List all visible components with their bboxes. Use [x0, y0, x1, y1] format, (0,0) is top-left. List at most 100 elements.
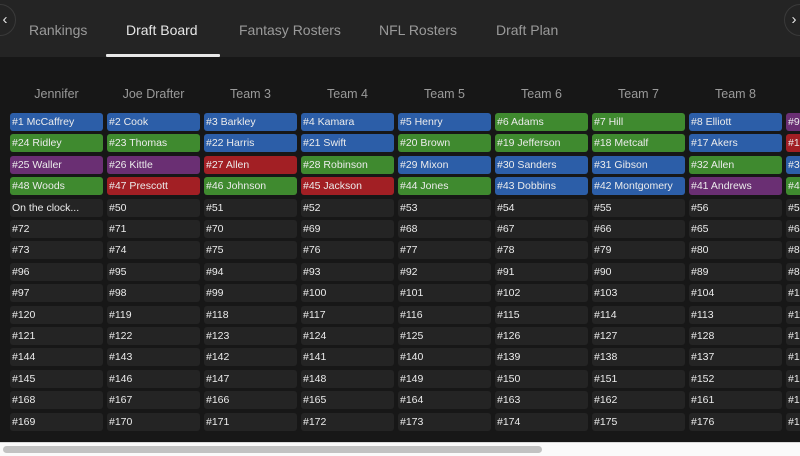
empty-pick-cell[interactable]: #57	[786, 198, 800, 217]
empty-pick-cell[interactable]: #121	[10, 327, 103, 345]
empty-pick-cell[interactable]: #92	[398, 262, 491, 281]
empty-pick-cell[interactable]: #174	[495, 412, 588, 431]
empty-pick-cell[interactable]: #139	[495, 348, 588, 367]
empty-pick-cell[interactable]: #148	[301, 369, 394, 388]
empty-pick-cell[interactable]: #88	[786, 262, 800, 281]
empty-pick-cell[interactable]: #65	[689, 220, 782, 238]
empty-pick-cell[interactable]: #114	[592, 305, 685, 324]
drafted-pick-cell[interactable]: #20 Brown	[398, 134, 491, 153]
drafted-pick-cell[interactable]: #8 Elliott	[689, 113, 782, 131]
empty-pick-cell[interactable]: #64	[786, 220, 800, 238]
empty-pick-cell[interactable]: #72	[10, 220, 103, 238]
empty-pick-cell[interactable]: #116	[398, 305, 491, 324]
empty-pick-cell[interactable]: #97	[10, 284, 103, 303]
tab-rankings[interactable]: Rankings	[29, 22, 88, 38]
drafted-pick-cell[interactable]: #45 Jackson	[301, 177, 394, 196]
drafted-pick-cell[interactable]: #33	[786, 155, 800, 174]
empty-pick-cell[interactable]: #163	[495, 391, 588, 410]
empty-pick-cell[interactable]: #144	[10, 348, 103, 367]
drafted-pick-cell[interactable]: #46 Johnson	[204, 177, 297, 196]
empty-pick-cell[interactable]: #177	[786, 412, 800, 431]
horizontal-scrollbar[interactable]	[0, 442, 800, 456]
empty-pick-cell[interactable]: #103	[592, 284, 685, 303]
empty-pick-cell[interactable]: #79	[592, 241, 685, 260]
empty-pick-cell[interactable]: #136	[786, 348, 800, 367]
empty-pick-cell[interactable]: #162	[592, 391, 685, 410]
drafted-pick-cell[interactable]: #23 Thomas	[107, 134, 200, 153]
tab-fantasy-rosters[interactable]: Fantasy Rosters	[239, 22, 341, 38]
empty-pick-cell[interactable]: #117	[301, 305, 394, 324]
empty-pick-cell[interactable]: #149	[398, 369, 491, 388]
drafted-pick-cell[interactable]: #24 Ridley	[10, 134, 103, 153]
empty-pick-cell[interactable]: #150	[495, 369, 588, 388]
empty-pick-cell[interactable]: #98	[107, 284, 200, 303]
empty-pick-cell[interactable]: #102	[495, 284, 588, 303]
empty-pick-cell[interactable]: #81	[786, 241, 800, 260]
empty-pick-cell[interactable]: #161	[689, 391, 782, 410]
empty-pick-cell[interactable]: #141	[301, 348, 394, 367]
empty-pick-cell[interactable]: #124	[301, 327, 394, 345]
empty-pick-cell[interactable]: #73	[10, 241, 103, 260]
drafted-pick-cell[interactable]: #16	[786, 134, 800, 153]
empty-pick-cell[interactable]: #138	[592, 348, 685, 367]
empty-pick-cell[interactable]: #55	[592, 198, 685, 217]
empty-pick-cell[interactable]: #169	[10, 412, 103, 431]
scroll-tabs-right-button[interactable]: ›	[784, 4, 800, 36]
empty-pick-cell[interactable]: #119	[107, 305, 200, 324]
drafted-pick-cell[interactable]: #7 Hill	[592, 113, 685, 131]
drafted-pick-cell[interactable]: #19 Jefferson	[495, 134, 588, 153]
empty-pick-cell[interactable]: #147	[204, 369, 297, 388]
empty-pick-cell[interactable]: #175	[592, 412, 685, 431]
draft-board-grid[interactable]: Jennifer Joe Drafter Team 3 Team 4 Team 5 Tea…	[0, 57, 800, 442]
drafted-pick-cell[interactable]: #41 Andrews	[689, 177, 782, 196]
drafted-pick-cell[interactable]: #40	[786, 177, 800, 196]
empty-pick-cell[interactable]: #100	[301, 284, 394, 303]
tab-draft-board[interactable]: Draft Board	[126, 22, 198, 38]
drafted-pick-cell[interactable]: #21 Swift	[301, 134, 394, 153]
empty-pick-cell[interactable]: #123	[204, 327, 297, 345]
tab-draft-plan[interactable]: Draft Plan	[496, 22, 559, 38]
empty-pick-cell[interactable]: #145	[10, 369, 103, 388]
empty-pick-cell[interactable]: #113	[689, 305, 782, 324]
empty-pick-cell[interactable]: #173	[398, 412, 491, 431]
empty-pick-cell[interactable]: #67	[495, 220, 588, 238]
drafted-pick-cell[interactable]: #31 Gibson	[592, 155, 685, 174]
drafted-pick-cell[interactable]: #43 Dobbins	[495, 177, 588, 196]
drafted-pick-cell[interactable]: #6 Adams	[495, 113, 588, 131]
empty-pick-cell[interactable]: #118	[204, 305, 297, 324]
empty-pick-cell[interactable]: #164	[398, 391, 491, 410]
empty-pick-cell[interactable]: #152	[689, 369, 782, 388]
empty-pick-cell[interactable]: #94	[204, 262, 297, 281]
drafted-pick-cell[interactable]: #27 Allen	[204, 155, 297, 174]
empty-pick-cell[interactable]: #93	[301, 262, 394, 281]
empty-pick-cell[interactable]: #75	[204, 241, 297, 260]
empty-pick-cell[interactable]: #146	[107, 369, 200, 388]
empty-pick-cell[interactable]: #99	[204, 284, 297, 303]
empty-pick-cell[interactable]: #104	[689, 284, 782, 303]
empty-pick-cell[interactable]: #54	[495, 198, 588, 217]
empty-pick-cell[interactable]: #153	[786, 369, 800, 388]
empty-pick-cell[interactable]: #70	[204, 220, 297, 238]
empty-pick-cell[interactable]: #151	[592, 369, 685, 388]
drafted-pick-cell[interactable]: #25 Waller	[10, 155, 103, 174]
empty-pick-cell[interactable]: #140	[398, 348, 491, 367]
empty-pick-cell[interactable]: #166	[204, 391, 297, 410]
empty-pick-cell[interactable]: #50	[107, 198, 200, 217]
drafted-pick-cell[interactable]: #30 Sanders	[495, 155, 588, 174]
drafted-pick-cell[interactable]: #9	[786, 113, 800, 131]
empty-pick-cell[interactable]: #143	[107, 348, 200, 367]
drafted-pick-cell[interactable]: #3 Barkley	[204, 113, 297, 131]
empty-pick-cell[interactable]: #122	[107, 327, 200, 345]
empty-pick-cell[interactable]: #168	[10, 391, 103, 410]
drafted-pick-cell[interactable]: #18 Metcalf	[592, 134, 685, 153]
empty-pick-cell[interactable]: #53	[398, 198, 491, 217]
empty-pick-cell[interactable]: #142	[204, 348, 297, 367]
empty-pick-cell[interactable]: #51	[204, 198, 297, 217]
empty-pick-cell[interactable]: #66	[592, 220, 685, 238]
empty-pick-cell[interactable]: #171	[204, 412, 297, 431]
empty-pick-cell[interactable]: #96	[10, 262, 103, 281]
empty-pick-cell[interactable]: #90	[592, 262, 685, 281]
empty-pick-cell[interactable]: #160	[786, 391, 800, 410]
empty-pick-cell[interactable]: #115	[495, 305, 588, 324]
empty-pick-cell[interactable]: #170	[107, 412, 200, 431]
